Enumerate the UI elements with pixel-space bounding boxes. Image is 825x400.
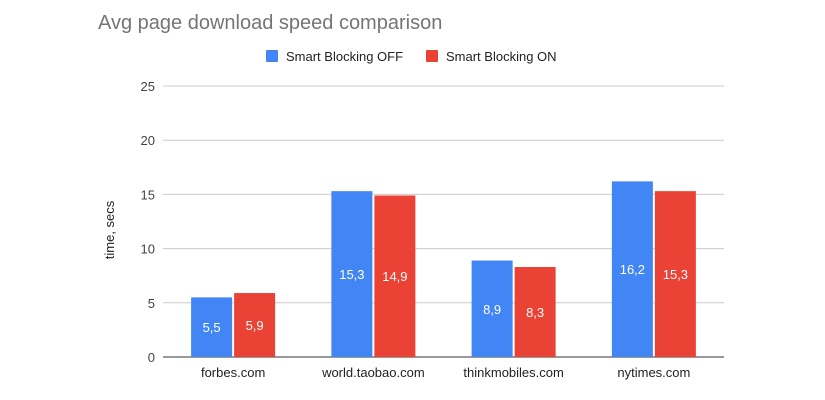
- y-tick-label: 0: [148, 350, 155, 365]
- legend: Smart Blocking OFF Smart Blocking ON: [266, 49, 557, 64]
- data-label: 5,9: [246, 318, 264, 333]
- data-labels: 5,5 5,9 15,3 14,9 8,9 8,3 16,2 15,3: [203, 262, 688, 335]
- x-category-label: thinkmobiles.com: [463, 365, 563, 380]
- y-tick-label: 20: [141, 133, 155, 148]
- bar-off: [331, 191, 373, 357]
- chart-title: Avg page download speed comparison: [98, 12, 442, 34]
- legend-swatch-off: [266, 50, 278, 62]
- data-label: 8,9: [483, 302, 501, 317]
- y-axis-ticks: 0 5 10 15 20 25: [141, 79, 155, 365]
- legend-label-on: Smart Blocking ON: [446, 49, 557, 64]
- bar-off: [191, 297, 233, 357]
- bar-off: [611, 181, 653, 357]
- y-tick-label: 25: [141, 79, 155, 94]
- bar-on: [374, 195, 416, 357]
- bar-on: [654, 191, 696, 357]
- y-tick-label: 15: [141, 187, 155, 202]
- x-category-label: nytimes.com: [617, 365, 690, 380]
- data-label: 15,3: [339, 267, 364, 282]
- y-axis-label: time, secs: [102, 200, 117, 259]
- data-label: 16,2: [620, 262, 645, 277]
- data-label: 5,5: [203, 320, 221, 335]
- legend-label-off: Smart Blocking OFF: [286, 49, 403, 64]
- data-label: 8,3: [526, 305, 544, 320]
- data-label: 15,3: [663, 267, 688, 282]
- bar-on: [234, 293, 276, 357]
- legend-swatch-on: [426, 50, 438, 62]
- x-axis-categories: forbes.com world.taobao.com thinkmobiles.c…: [201, 365, 690, 380]
- bar-off: [471, 260, 513, 357]
- x-category-label: forbes.com: [201, 365, 265, 380]
- bar-on: [514, 267, 556, 357]
- data-label: 14,9: [382, 269, 407, 284]
- x-category-label: world.taobao.com: [321, 365, 425, 380]
- y-tick-label: 10: [141, 242, 155, 257]
- y-tick-label: 5: [148, 296, 155, 311]
- bars: [191, 181, 696, 357]
